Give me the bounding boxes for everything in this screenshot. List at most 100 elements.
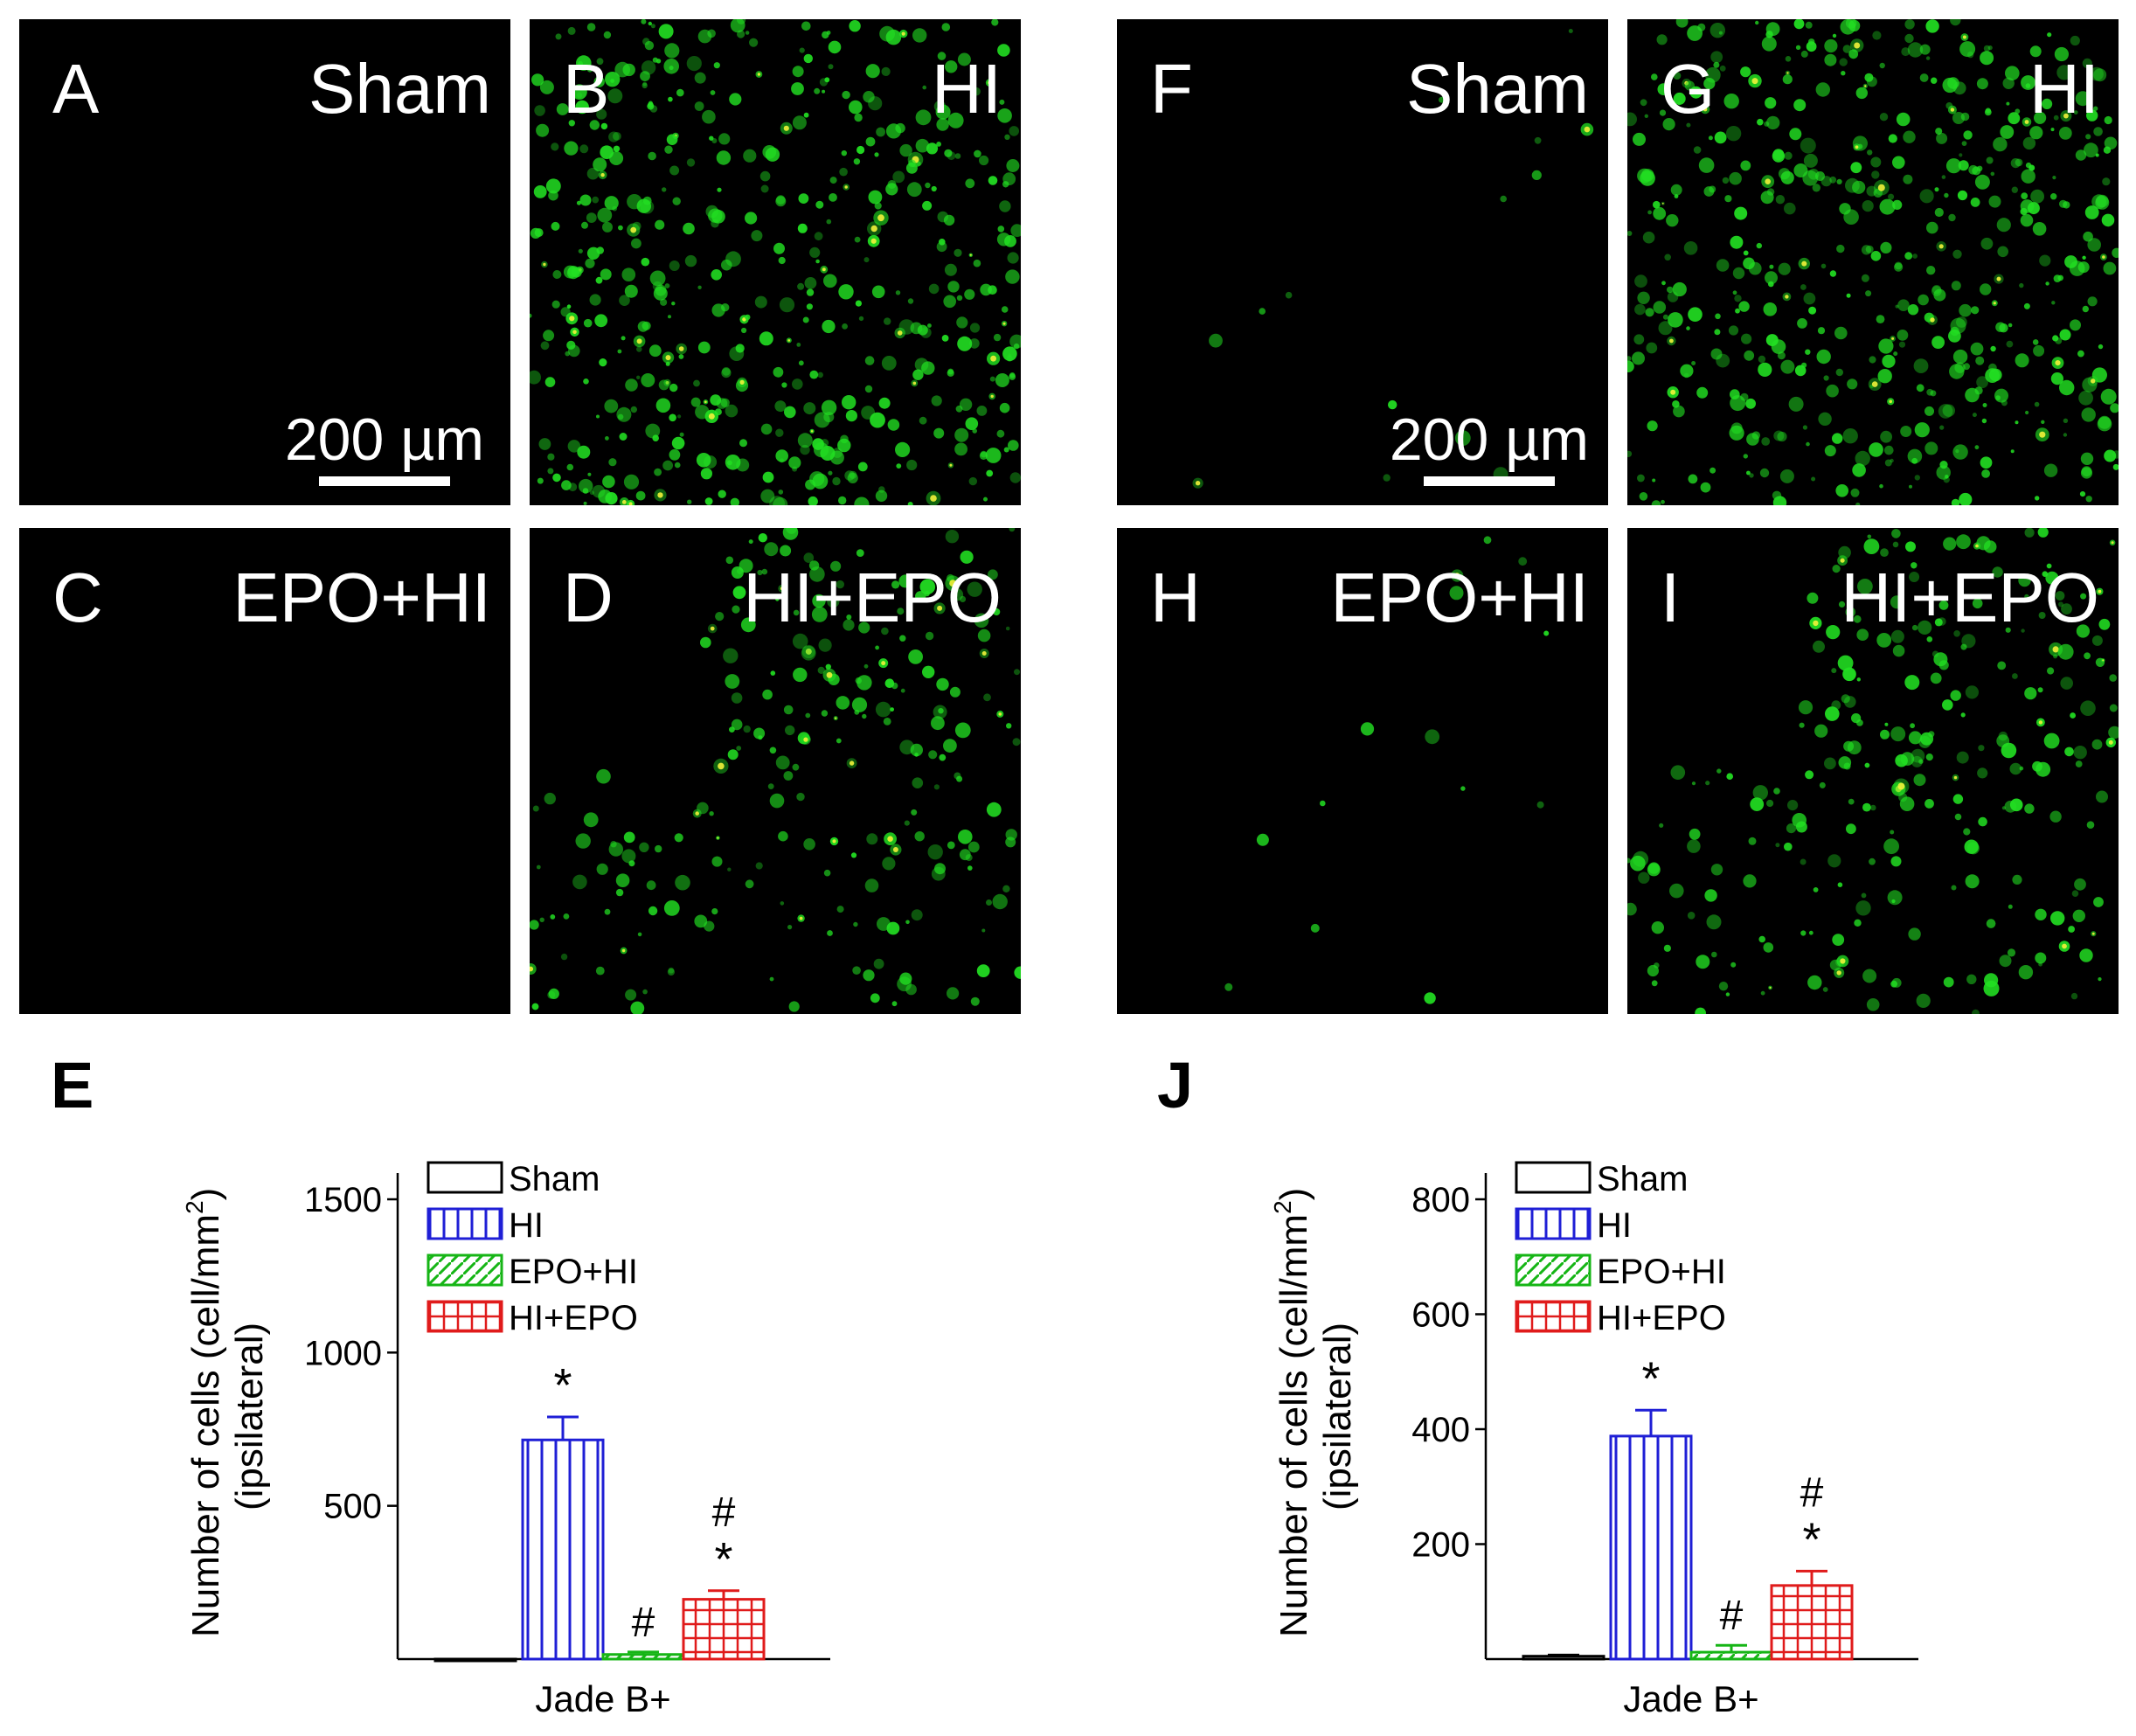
fluorescent-cell: [1704, 66, 1721, 83]
fluorescent-cell: [2079, 948, 2093, 962]
fluorescent-cell: [830, 560, 842, 572]
fluorescent-cell: [764, 542, 779, 557]
bright-cell-core: [870, 238, 877, 244]
fluorescent-cell: [969, 323, 981, 333]
fluorescent-cell: [787, 925, 793, 930]
fluorescent-cell: [589, 490, 594, 496]
fluorescent-cell: [586, 167, 600, 180]
fluorescent-cell: [2020, 207, 2028, 216]
fluorescent-cell: [997, 226, 1005, 233]
fluorescent-cell: [1893, 351, 1898, 357]
fluorescent-cell: [1829, 959, 1841, 971]
fluorescent-cell: [2093, 897, 2104, 907]
bright-cell-core: [2063, 113, 2069, 119]
bright-cell-core: [901, 31, 905, 36]
fluorescent-cell: [1856, 719, 1863, 726]
fluorescent-cell: [793, 609, 800, 616]
fluorescent-cell: [1696, 955, 1710, 969]
fluorescent-cell: [1850, 162, 1862, 174]
fluorescent-cell: [1904, 33, 1914, 44]
fluorescent-cell: [1005, 269, 1020, 284]
fluorescent-cell: [1907, 304, 1919, 316]
fluorescent-cell: [2010, 449, 2015, 454]
bright-cell-core: [787, 339, 791, 342]
fluorescent-cell: [654, 468, 662, 476]
fluorescent-cell: [1740, 392, 1749, 401]
fluorescent-cell: [988, 176, 998, 185]
fluorescent-cell: [933, 705, 947, 719]
fluorescent-cell: [1706, 914, 1722, 930]
fluorescent-cell: [564, 141, 579, 156]
fluorescent-cell: [1637, 168, 1652, 184]
fluorescent-cell: [1918, 620, 1932, 635]
fluorescent-cell: [1848, 49, 1859, 59]
fluorescent-cell: [1518, 557, 1528, 566]
fluorescent-cell: [1647, 420, 1658, 432]
fluorescent-cell: [652, 434, 659, 442]
fluorescent-cell: [1898, 341, 1906, 348]
fluorescent-cell: [812, 473, 829, 490]
bright-cell-core: [832, 839, 836, 844]
bright-cell-core: [810, 430, 814, 433]
fluorescent-cell: [604, 908, 611, 915]
fluorescent-cell: [1713, 61, 1720, 68]
fluorescent-cell: [1449, 586, 1464, 601]
fluorescent-cell: [1976, 376, 1988, 389]
fluorescent-cell: [1960, 643, 1967, 650]
fluorescent-cell: [761, 568, 768, 575]
fluorescent-cell: [878, 397, 891, 409]
fluorescent-cell: [1757, 118, 1764, 126]
fluorescent-cell: [1802, 425, 1807, 430]
fluorescent-cell: [585, 258, 595, 268]
fluorescent-cell: [579, 144, 589, 154]
fluorescent-cell: [1890, 726, 1906, 742]
fluorescent-cell: [758, 533, 767, 543]
bright-cell-core: [1813, 620, 1819, 627]
fluorescent-cell: [1708, 135, 1713, 141]
fluorescent-cell: [979, 155, 989, 166]
fluorescent-cell: [1901, 47, 1911, 57]
fluorescent-cell: [745, 314, 751, 321]
bright-cell-core: [1993, 302, 1996, 305]
bright-cell-core: [1962, 35, 1966, 39]
fluorescent-cell: [944, 149, 953, 157]
fluorescent-cell: [780, 901, 785, 906]
fluorescent-cell: [530, 370, 541, 385]
fluorescent-cell: [1930, 672, 1942, 684]
fluorescent-cell: [871, 285, 885, 299]
fluorescent-cell: [1965, 685, 1979, 699]
fluorescent-cell: [1831, 668, 1837, 674]
fluorescent-cell: [1775, 843, 1780, 848]
fluorescent-cell: [821, 399, 837, 415]
fluorescent-cell: [936, 677, 949, 691]
fluorescent-cell: [687, 499, 692, 504]
bar-chart-j: 200 400 600 800 Number of cells (cell/mm2) (i…: [1245, 1128, 2119, 1731]
figure-letter-j: J: [1157, 1049, 1194, 1121]
fluorescent-cell: [875, 490, 888, 502]
fluorescent-cell: [531, 1003, 539, 1010]
fluorescent-cell: [956, 775, 963, 782]
fluorescent-cell: [1990, 345, 1996, 352]
fluorescent-cell: [1704, 889, 1717, 902]
fluorescent-cell: [919, 416, 927, 425]
fluorescent-cell: [1009, 373, 1016, 380]
bright-cell-core: [708, 413, 715, 420]
fluorescent-cell: [1854, 919, 1862, 927]
fluorescent-cell: [669, 413, 676, 422]
fluorescent-cell: [1012, 738, 1021, 746]
fluorescent-cell: [828, 40, 842, 54]
fluorescent-cell: [967, 581, 982, 597]
fluorescent-cell: [788, 1001, 800, 1012]
fluorescent-cell: [1872, 31, 1882, 40]
fluorescent-cell: [1862, 969, 1877, 983]
fluorescent-cell: [1658, 321, 1673, 336]
fluorescent-cell: [1748, 261, 1762, 275]
fluorescent-cell: [1862, 802, 1871, 812]
fluorescent-cell: [910, 743, 923, 757]
fluorescent-cell: [1743, 250, 1749, 256]
fluorescent-cell: [829, 177, 837, 184]
fluorescent-cell: [895, 441, 911, 457]
fluorescent-cell: [2021, 169, 2035, 184]
fluorescent-cell: [596, 863, 608, 875]
fluorescent-cell: [1651, 500, 1661, 505]
